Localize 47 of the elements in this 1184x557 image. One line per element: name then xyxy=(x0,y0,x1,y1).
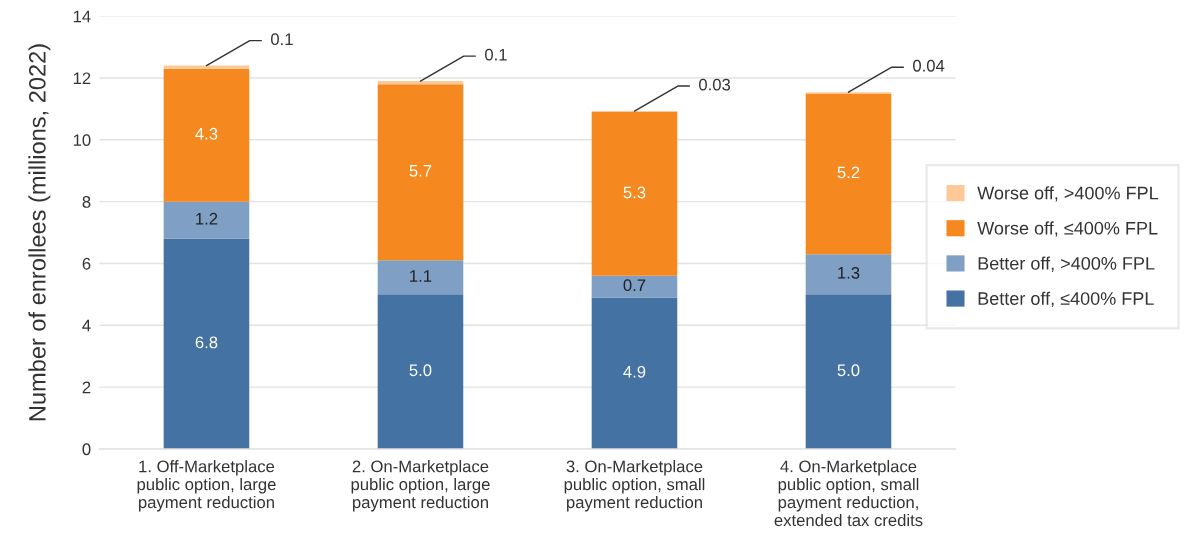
y-tick-label: 10 xyxy=(73,134,91,147)
y-tick-label: 14 xyxy=(73,10,91,23)
x-tick-label: 1. Off-Marketplace public option, large payment reduction xyxy=(137,460,276,512)
data-label: 0.03 xyxy=(699,78,731,91)
data-label: 5.7 xyxy=(409,165,432,177)
y-tick-label: 2 xyxy=(82,381,91,394)
data-label: 6.8 xyxy=(195,336,218,349)
legend-label: Better off, >400% FPL xyxy=(978,256,1155,272)
data-label: 4.9 xyxy=(623,365,646,378)
bar xyxy=(377,294,464,449)
legend-label: Worse off, ≤400% FPL xyxy=(977,221,1158,237)
y-tick-label: 6 xyxy=(82,257,91,270)
legend-label: Better off, ≤400% FPL xyxy=(978,291,1154,308)
bar xyxy=(163,238,250,449)
bar xyxy=(591,111,678,276)
data-label: 1.2 xyxy=(196,212,218,225)
bar xyxy=(377,260,464,295)
data-label: 1.1 xyxy=(410,270,432,282)
legend-label: Worse off, >400% FPL xyxy=(977,186,1159,202)
data-label: 0.7 xyxy=(623,279,646,292)
bar xyxy=(805,93,892,255)
data-label: 0.04 xyxy=(913,59,945,72)
bar xyxy=(163,68,250,202)
y-tick-label: 8 xyxy=(82,196,91,208)
bar xyxy=(591,297,678,449)
bar xyxy=(377,81,464,85)
data-label: 0.1 xyxy=(271,33,293,46)
data-label: 0.1 xyxy=(485,48,507,61)
x-tick-label: 2. On-Marketplace public option, large payment reduction xyxy=(351,460,490,512)
bar xyxy=(805,254,892,295)
data-label: 5.3 xyxy=(623,186,646,199)
bar xyxy=(377,84,464,261)
data-label: 5.2 xyxy=(837,166,860,179)
x-tick-label: 3. On-Marketplace public option, small payment reduction xyxy=(564,460,705,512)
bar xyxy=(591,275,678,298)
x-tick-label: 4. On-Marketplace public option, small payment reduction, extended tax credits xyxy=(774,460,923,527)
data-label: 5.0 xyxy=(409,364,432,377)
data-label: 5.0 xyxy=(837,364,860,377)
data-label: 1.3 xyxy=(838,266,860,279)
y-tick-label: 0 xyxy=(82,443,91,456)
bar xyxy=(805,294,892,449)
y-tick-label: 12 xyxy=(73,72,91,85)
data-label: 4.3 xyxy=(195,127,218,140)
bar xyxy=(163,201,250,239)
y-tick-label: 4 xyxy=(82,319,91,332)
bar xyxy=(163,65,250,69)
y-axis-title: Number of enrollees (millions, 2022) xyxy=(28,44,51,421)
